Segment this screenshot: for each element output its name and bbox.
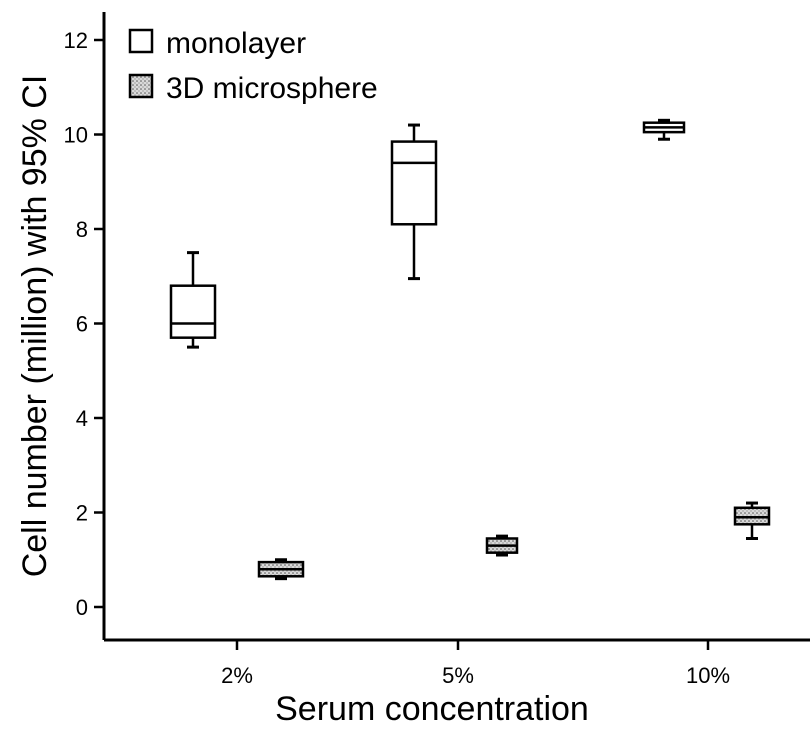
box-monolayer-5pct xyxy=(392,125,436,279)
box-iqr xyxy=(171,286,215,338)
y-axis-title: Cell number (million) with 95% CI xyxy=(16,75,54,578)
x-ticks: 2% 5% 10% xyxy=(221,640,730,688)
y-tick-label: 6 xyxy=(76,312,88,337)
box-monolayer-2pct xyxy=(171,253,215,348)
y-tick-label: 2 xyxy=(76,501,88,526)
box-3d-microsphere-2pct xyxy=(259,560,303,579)
legend-swatch-monolayer xyxy=(130,30,152,52)
box-3d-microsphere-10pct xyxy=(735,503,769,538)
box-iqr xyxy=(392,142,436,225)
y-ticks: 0 2 4 6 8 10 12 xyxy=(64,28,104,620)
y-tick-label: 0 xyxy=(76,595,88,620)
x-axis-title: Serum concentration xyxy=(275,690,589,728)
y-tick-label: 4 xyxy=(76,406,88,431)
box-3d-microsphere-5pct xyxy=(487,536,517,555)
x-tick-label: 2% xyxy=(221,663,253,688)
x-tick-label: 5% xyxy=(442,663,474,688)
legend-swatch-3d-microsphere xyxy=(130,75,152,97)
legend-label-3d-microsphere: 3D microsphere xyxy=(166,72,378,105)
box-monolayer-10pct xyxy=(644,120,684,139)
y-tick-label: 12 xyxy=(64,28,88,53)
y-tick-label: 10 xyxy=(64,123,88,148)
y-tick-label: 8 xyxy=(76,217,88,242)
legend: monolayer 3D microsphere xyxy=(130,27,378,105)
x-tick-label: 10% xyxy=(686,663,730,688)
boxes xyxy=(171,120,769,578)
legend-label-monolayer: monolayer xyxy=(166,27,306,60)
